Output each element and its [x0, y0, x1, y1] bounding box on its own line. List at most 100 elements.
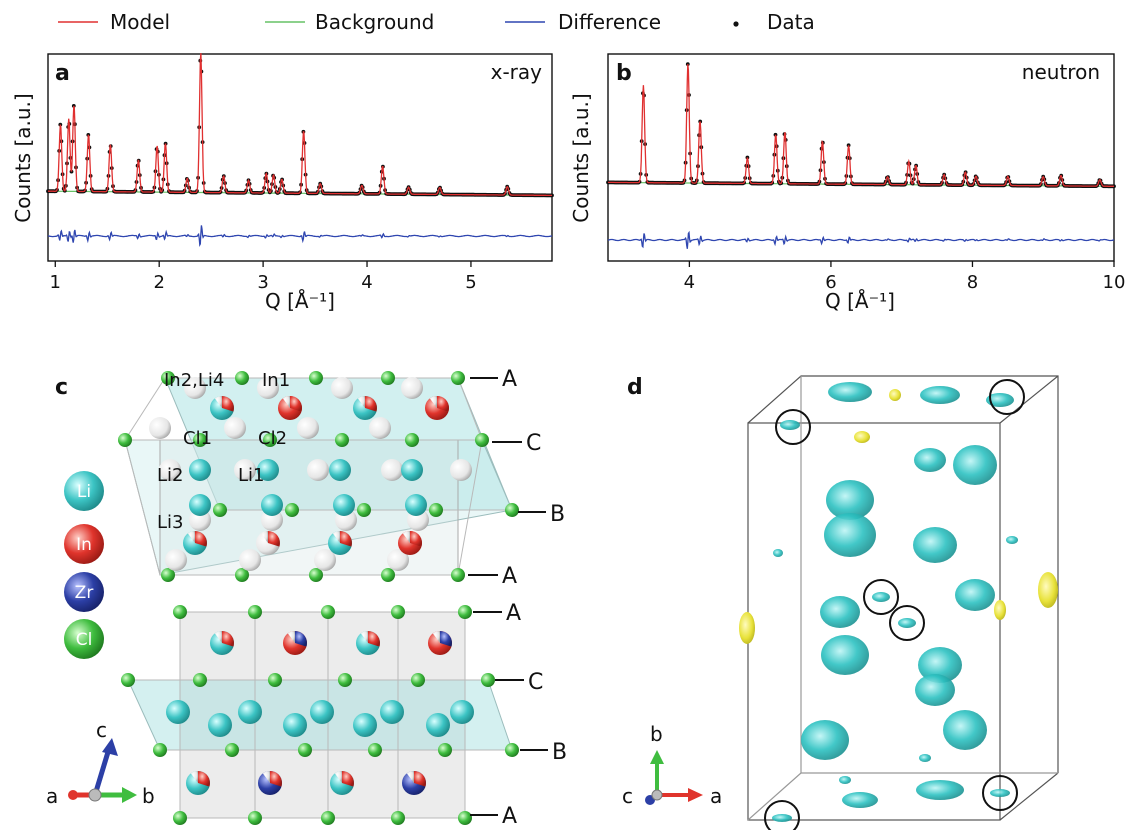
- in-atom: [398, 531, 422, 555]
- site-label-cl2: Cl2: [258, 428, 287, 449]
- lattice-line: [457, 439, 483, 576]
- panel-c-letter: c: [55, 375, 68, 400]
- isosurface-blob: [914, 448, 946, 472]
- vacancy-atom: [165, 549, 187, 571]
- li-atom: [283, 713, 307, 737]
- li-atom: [189, 494, 211, 516]
- cl-atom: [248, 605, 262, 619]
- cl-atom: [381, 371, 395, 385]
- mixed-atom: [328, 531, 352, 555]
- isosurface-blob: [780, 420, 800, 430]
- triad-c-c-arrow: [92, 751, 111, 796]
- highlight-circle-3: [863, 579, 899, 615]
- element-legend: Li In Zr Cl: [64, 471, 104, 659]
- cl-atom: [235, 371, 249, 385]
- cl-atom: [458, 811, 472, 825]
- panel-d-letter: d: [627, 375, 643, 400]
- secondary-isosurface: [1038, 572, 1058, 608]
- mixed-atom: [186, 771, 210, 795]
- isosurface-blob: [824, 513, 876, 557]
- cl-atom: [309, 371, 323, 385]
- isosurface-blob: [801, 720, 849, 760]
- cl-atom: [505, 503, 519, 517]
- panel-b-corner-label: neutron: [1022, 60, 1100, 84]
- highlight-circle-4: [889, 605, 925, 641]
- isosurface-blob: [821, 635, 869, 675]
- isosurface-blob: [913, 527, 957, 563]
- x-tick-label: 6: [825, 272, 836, 293]
- vacancy-atom: [159, 459, 181, 481]
- triad-c-origin-icon: [88, 788, 102, 802]
- cl-atom: [173, 605, 187, 619]
- element-in-label: In: [76, 535, 92, 555]
- cl-atom: [481, 673, 495, 687]
- mixed-atom: [210, 631, 234, 655]
- cl-atom: [173, 811, 187, 825]
- li-atom: [238, 700, 262, 724]
- difference-line: [47, 225, 553, 247]
- cl-atom: [411, 673, 425, 687]
- vacancy-atom: [387, 549, 409, 571]
- li-atom: [310, 700, 334, 724]
- isosurface-blob: [772, 814, 792, 822]
- isosurface-blob: [820, 596, 860, 628]
- x-tick-label: 2: [153, 272, 164, 293]
- isosurface-blob: [915, 674, 955, 706]
- cl-atom: [381, 568, 395, 582]
- panel-a-xlabel: Q [Å⁻¹]: [265, 289, 335, 313]
- cl-atom: [429, 503, 443, 517]
- layer-label-lower-3: B: [552, 740, 567, 765]
- x-tick-label: 3: [257, 272, 268, 293]
- cl-atom: [193, 433, 207, 447]
- vacancy-atom: [234, 459, 256, 481]
- layer-label-lower-2: C: [528, 670, 543, 695]
- li-atom: [450, 700, 474, 724]
- site-label-li3: Li3: [157, 512, 183, 533]
- vacancy-atom: [149, 417, 171, 439]
- element-cl-label: Cl: [76, 630, 93, 650]
- legend-model-label: Model: [110, 10, 170, 34]
- isosurface-blob: [1006, 536, 1018, 544]
- li-atom: [189, 459, 211, 481]
- cl-atom: [161, 371, 175, 385]
- cl-atom: [405, 433, 419, 447]
- triad-d-a-label: a: [710, 784, 722, 808]
- element-li-ball: [64, 471, 104, 511]
- highlight-circle-2: [989, 379, 1025, 415]
- highlight-circles: [764, 379, 1025, 830]
- element-li-label: Li: [77, 482, 91, 502]
- highlight-circle-5: [982, 775, 1018, 811]
- legend-difference-label: Difference: [558, 10, 661, 34]
- isosurface-blob: [919, 754, 931, 762]
- upper-atoms: [118, 371, 519, 582]
- triad-d-origin-icon: [651, 789, 663, 801]
- panel-c: c A C B A A C: [46, 367, 567, 829]
- site-label-li2: Li2: [157, 465, 183, 486]
- cl-atom: [335, 433, 349, 447]
- in2-li4-atom: [210, 396, 234, 420]
- isosurface-blob: [918, 647, 962, 683]
- model-line: [608, 64, 1114, 187]
- li-atom: [333, 494, 355, 516]
- mixed-atom: [353, 396, 377, 420]
- panel-a-plot: [46, 53, 554, 247]
- vacancy-atom: [369, 417, 391, 439]
- layer-label-upper-3: B: [550, 502, 565, 527]
- lower-atoms: [121, 605, 519, 825]
- cl-atom: [451, 371, 465, 385]
- vacancy-atom: [381, 459, 403, 481]
- isosurface-blob: [990, 789, 1010, 797]
- triad-d-b-arrowhead-icon: [650, 750, 664, 764]
- difference-line: [607, 230, 1115, 249]
- x-tick-label: 8: [967, 272, 978, 293]
- cl-atom: [368, 743, 382, 757]
- in-atom: [256, 531, 280, 555]
- cl-atom: [321, 605, 335, 619]
- panel-a-letter: a: [55, 61, 70, 86]
- triad-c-a-label: a: [46, 784, 58, 808]
- in-zr-atom: [283, 631, 307, 655]
- isosurface-blob: [872, 592, 890, 602]
- isosurface-blob: [916, 780, 964, 800]
- cl-atom: [391, 605, 405, 619]
- isosurface-blob: [773, 549, 783, 557]
